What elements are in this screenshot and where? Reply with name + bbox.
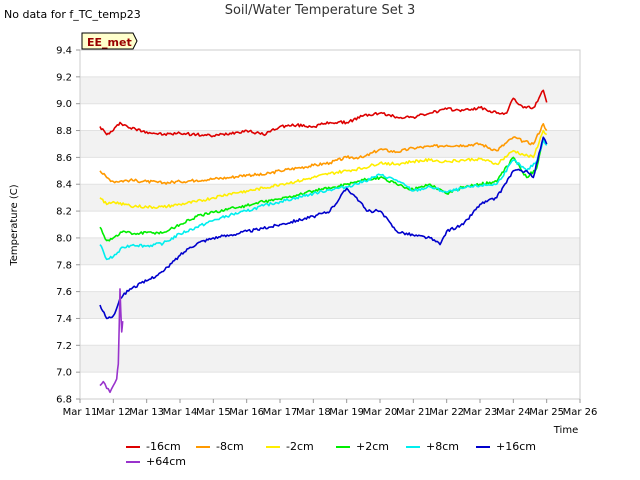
legend-swatch (476, 445, 490, 448)
x-tick-label: Mar 14 (163, 407, 198, 418)
x-tick-label: Mar 21 (396, 407, 431, 418)
legend-label: -2cm (286, 440, 314, 453)
chart-legend: -16cm -8cm -2cm +2cm +8cm +16cm +64cm (120, 439, 540, 469)
x-tick-label: Mar 15 (196, 407, 231, 418)
legend-label: +8cm (426, 440, 459, 453)
series-line--16cm (99, 89, 548, 138)
x-tick-label: Mar 16 (229, 407, 264, 418)
series-line--2cm (99, 129, 548, 209)
y-tick-label: 7.6 (56, 287, 72, 298)
y-tick-label: 8.2 (56, 207, 72, 218)
legend-swatch (196, 445, 210, 448)
grid-bands (80, 76, 580, 373)
series-lines (99, 89, 548, 394)
legend-swatch (336, 445, 350, 448)
legend-item: +2cm (330, 440, 400, 453)
chart-title: Soil/Water Temperature Set 3 (225, 3, 416, 18)
legend-item: -8cm (190, 440, 260, 453)
legend-label: -8cm (216, 440, 244, 453)
x-tick-label: Mar 22 (429, 407, 464, 418)
x-tick-label: Mar 18 (296, 407, 331, 418)
legend-item: -16cm (120, 440, 190, 453)
legend-item: +8cm (400, 440, 470, 453)
legend-item: +16cm (470, 440, 540, 453)
series-line--8cm (99, 123, 548, 185)
grid-band (80, 345, 580, 373)
x-tick-label: Mar 12 (96, 407, 131, 418)
series-line-+16cm (99, 136, 548, 320)
legend-row: -16cm -8cm -2cm +2cm +8cm +16cm (120, 439, 540, 454)
grid-band (80, 291, 580, 319)
y-tick-label: 7.8 (56, 260, 72, 271)
x-tick-label: Mar 26 (563, 407, 598, 418)
legend-label: +16cm (496, 440, 536, 453)
y-tick-label: 7.4 (56, 314, 72, 325)
y-tick-label: 9.0 (56, 99, 72, 110)
legend-item: +64cm (120, 455, 192, 468)
legend-swatch (126, 460, 140, 463)
y-tick-label: 8.8 (56, 126, 72, 137)
legend-label: +64cm (146, 455, 186, 468)
site-badge: EE_met (81, 32, 138, 50)
x-tick-label: Mar 20 (363, 407, 398, 418)
plot-frame (79, 49, 581, 400)
y-tick-label: 8.0 (56, 233, 72, 244)
x-tick-label: Mar 24 (496, 407, 531, 418)
legend-swatch (126, 445, 140, 448)
grid-band (80, 76, 580, 104)
y-tick-label: 9.4 (56, 46, 72, 57)
legend-row: +64cm (120, 454, 540, 469)
y-tick-label: 7.0 (56, 368, 72, 379)
grid-band (80, 237, 580, 265)
x-tick-label: Mar 13 (129, 407, 164, 418)
x-tick-label: Mar 25 (529, 407, 564, 418)
series-line-+8cm (99, 139, 548, 261)
y-tick-label: 7.2 (56, 341, 72, 352)
series-line-+64cm (99, 288, 124, 394)
legend-swatch (406, 445, 420, 448)
y-tick-label: 9.2 (56, 72, 72, 83)
y-tick-label: 8.4 (56, 180, 72, 191)
no-data-note: No data for f_TC_temp23 (4, 8, 141, 21)
legend-swatch (266, 445, 280, 448)
y-axis-ticks: 6.8 7.0 7.2 7.4 7.6 7.8 8.0 8.2 8.4 8.6 8.8 9.0 9.2 9… (56, 46, 80, 406)
legend-label: -16cm (146, 440, 181, 453)
site-badge-label: EE_met (87, 36, 132, 49)
x-tick-label: Mar 17 (263, 407, 298, 418)
y-tick-label: 8.6 (56, 153, 72, 164)
y-axis-label: Temperature (C) (9, 184, 20, 266)
series-line-+2cm (99, 136, 548, 242)
legend-item: -2cm (260, 440, 330, 453)
x-tick-label: Mar 19 (329, 407, 364, 418)
y-tick-label: 6.8 (56, 395, 72, 406)
x-tick-label: Mar 11 (63, 407, 98, 418)
legend-label: +2cm (356, 440, 389, 453)
x-tick-label: Mar 23 (463, 407, 498, 418)
x-axis-label: Time (553, 425, 578, 436)
